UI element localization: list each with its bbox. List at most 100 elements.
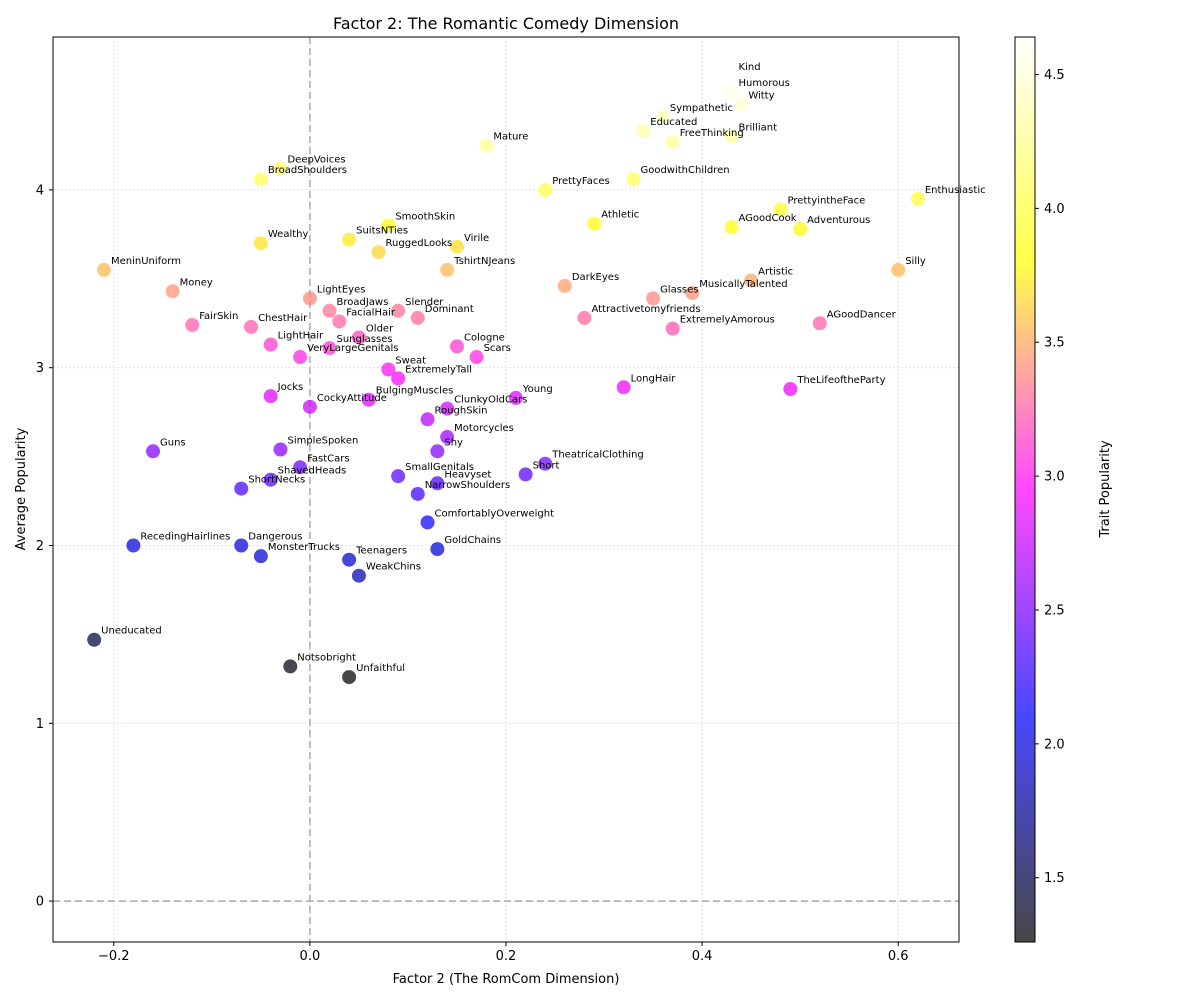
data-point bbox=[783, 382, 798, 397]
data-point bbox=[361, 392, 376, 407]
point-label: FacialHair bbox=[346, 307, 396, 318]
point-label: TshirtNJeans bbox=[453, 256, 515, 267]
point-label: PrettyFaces bbox=[552, 176, 609, 187]
data-point bbox=[263, 472, 278, 487]
point-label: Short bbox=[533, 460, 560, 471]
data-point bbox=[165, 284, 180, 299]
point-label: Kind bbox=[739, 62, 761, 73]
data-point bbox=[508, 390, 523, 405]
data-point bbox=[665, 134, 680, 149]
point-label: BroadShoulders bbox=[268, 165, 347, 176]
y-tick-label: 2 bbox=[36, 539, 44, 554]
y-tick-label: 4 bbox=[36, 183, 44, 198]
point-label: SuitsNTies bbox=[356, 226, 408, 237]
data-point bbox=[342, 670, 357, 685]
data-point bbox=[724, 129, 739, 144]
x-axis-ticks: −0.2 0.0 0.2 0.4 0.6 bbox=[98, 942, 909, 964]
point-label: BulgingMuscles bbox=[376, 386, 454, 397]
data-point bbox=[185, 318, 200, 333]
point-label: Unfaithful bbox=[356, 663, 405, 674]
point-label: Athletic bbox=[601, 210, 639, 221]
data-point bbox=[773, 202, 788, 217]
point-label: RuggedLooks bbox=[386, 238, 453, 249]
data-point bbox=[724, 220, 739, 235]
point-label: Young bbox=[522, 384, 553, 395]
x-axis-label: Factor 2 (The RomCom Dimension) bbox=[393, 972, 620, 987]
point-label: WeakChins bbox=[366, 562, 421, 573]
data-point bbox=[244, 319, 259, 334]
point-label: GoodwithChildren bbox=[640, 165, 729, 176]
data-point bbox=[146, 444, 161, 459]
point-label: Sunglasses bbox=[337, 334, 393, 345]
data-points bbox=[87, 69, 925, 685]
colorbar-tick-label: 2.0 bbox=[1044, 737, 1065, 752]
point-label: AGoodDancer bbox=[827, 309, 897, 320]
x-tick-label: 0.0 bbox=[300, 949, 321, 964]
data-point bbox=[734, 97, 749, 112]
y-tick-label: 1 bbox=[36, 717, 44, 732]
colorbar-label: Trait Popularity bbox=[1098, 440, 1113, 539]
colorbar-ticks: 1.5 2.0 2.5 3.0 3.5 4.0 4.5 bbox=[1035, 68, 1065, 886]
data-point bbox=[351, 330, 366, 345]
data-point bbox=[440, 262, 455, 277]
point-label: Virile bbox=[464, 233, 489, 244]
data-point bbox=[283, 659, 298, 674]
point-label: Glasses bbox=[660, 284, 698, 295]
colorbar bbox=[1014, 36, 1036, 943]
point-label: SmoothSkin bbox=[395, 211, 455, 222]
point-label: SmallGenitals bbox=[405, 462, 474, 473]
data-point bbox=[557, 278, 572, 293]
point-label: AGoodCook bbox=[739, 213, 797, 224]
point-label: ClunkyOldCars bbox=[454, 395, 527, 406]
point-label: ComfortablyOverweight bbox=[435, 508, 555, 519]
colorbar-tick-label: 4.5 bbox=[1044, 68, 1065, 83]
point-label: ExtremelyAmorous bbox=[680, 315, 775, 326]
data-point bbox=[87, 632, 102, 647]
point-label: DeepVoices bbox=[287, 155, 345, 166]
data-point bbox=[273, 161, 288, 176]
colorbar-tick-label: 4.0 bbox=[1044, 202, 1065, 217]
point-label: Adventurous bbox=[807, 215, 870, 226]
point-label: ShortNecks bbox=[248, 475, 305, 486]
data-point bbox=[322, 341, 337, 356]
point-label: Uneducated bbox=[101, 626, 162, 637]
point-label: ExtremelyTall bbox=[405, 364, 472, 375]
data-point bbox=[302, 291, 317, 306]
point-label: LightHair bbox=[278, 331, 324, 342]
point-label: ChestHair bbox=[258, 313, 308, 324]
data-point bbox=[440, 430, 455, 445]
data-point bbox=[724, 69, 739, 84]
data-point bbox=[518, 467, 533, 482]
data-point bbox=[322, 303, 337, 318]
point-label: NarrowShoulders bbox=[425, 480, 510, 491]
x-tick-label: 0.6 bbox=[888, 949, 909, 964]
point-label: Educated bbox=[650, 117, 697, 128]
data-point bbox=[440, 401, 455, 416]
point-label: Guns bbox=[160, 437, 186, 448]
y-tick-label: 3 bbox=[36, 361, 44, 376]
point-label: GoldChains bbox=[444, 535, 501, 546]
point-label: FreeThinking bbox=[680, 128, 744, 139]
point-label: Motorcycles bbox=[454, 423, 514, 434]
data-point bbox=[293, 460, 308, 475]
point-label: LongHair bbox=[631, 373, 677, 384]
data-point bbox=[420, 515, 435, 530]
point-label: Cologne bbox=[464, 332, 505, 343]
point-label: TheLifeoftheParty bbox=[796, 375, 885, 386]
data-point bbox=[469, 350, 484, 365]
data-point bbox=[234, 538, 249, 553]
data-point bbox=[263, 337, 278, 352]
data-point bbox=[685, 286, 700, 301]
point-label: Silly bbox=[905, 256, 926, 267]
colorbar-tick-label: 3.0 bbox=[1044, 470, 1065, 485]
reference-lines bbox=[53, 37, 959, 942]
data-point bbox=[263, 389, 278, 404]
point-label: Scars bbox=[484, 343, 511, 354]
data-point bbox=[420, 412, 435, 427]
data-point bbox=[744, 273, 759, 288]
point-label: ShavedHeads bbox=[278, 466, 347, 477]
x-tick-label: 0.4 bbox=[692, 949, 713, 964]
point-label: RecedingHairlines bbox=[140, 532, 230, 543]
point-label: Dominant bbox=[425, 304, 474, 315]
point-label: VeryLargeGenitals bbox=[307, 343, 398, 354]
